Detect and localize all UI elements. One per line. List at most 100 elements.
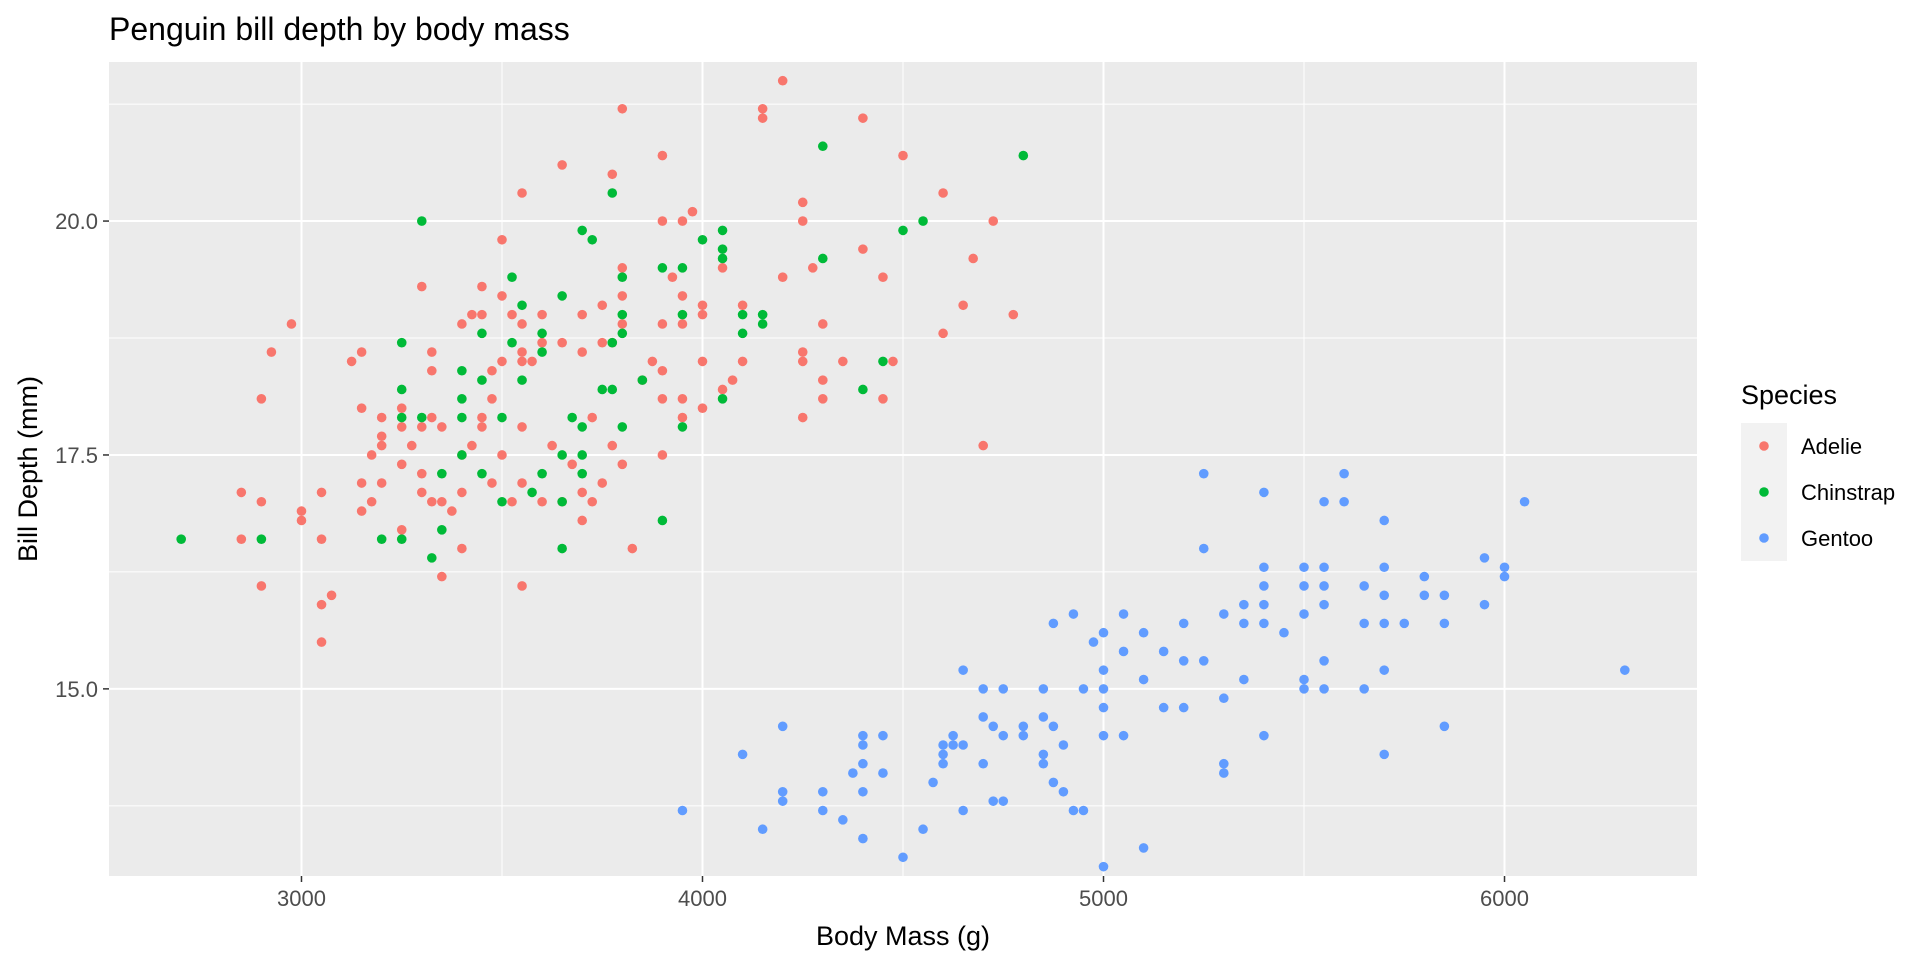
data-point-adelie (697, 309, 708, 320)
data-point-adelie (627, 543, 638, 554)
data-point-gentoo (1439, 721, 1450, 732)
data-point-chinstrap (737, 309, 748, 320)
data-point-gentoo (1038, 758, 1049, 769)
data-point-gentoo (1319, 562, 1329, 573)
data-point-gentoo (1058, 786, 1069, 797)
data-point-adelie (316, 599, 327, 610)
data-point-gentoo (928, 777, 938, 788)
data-point-adelie (296, 515, 307, 526)
data-point-chinstrap (477, 375, 487, 385)
data-point-chinstrap (176, 534, 186, 544)
data-point-chinstrap (396, 534, 407, 544)
data-point-gentoo (998, 796, 1009, 806)
data-point-gentoo (938, 758, 948, 769)
data-point-adelie (617, 319, 628, 329)
data-point-gentoo (1239, 674, 1249, 685)
data-point-gentoo (1379, 590, 1390, 601)
data-point-gentoo (1299, 674, 1309, 685)
data-point-gentoo (1158, 702, 1169, 713)
data-point-gentoo (1279, 627, 1289, 638)
data-point-chinstrap (858, 384, 868, 395)
data-point-gentoo (958, 665, 968, 675)
data-point-adelie (657, 365, 668, 376)
data-point-adelie (487, 365, 497, 376)
data-point-adelie (316, 534, 327, 544)
data-point-gentoo (858, 740, 868, 750)
data-point-adelie (797, 412, 808, 423)
data-point-adelie (617, 263, 628, 273)
data-point-chinstrap (537, 328, 547, 339)
data-point-chinstrap (717, 394, 728, 404)
data-point-adelie (416, 422, 427, 432)
data-point-gentoo (1138, 627, 1149, 638)
data-point-adelie (477, 412, 487, 423)
data-point-adelie (958, 300, 968, 311)
data-point-chinstrap (437, 468, 447, 479)
data-point-adelie (376, 440, 387, 451)
data-point-gentoo (988, 796, 999, 806)
data-point-gentoo (958, 805, 968, 816)
data-point-adelie (537, 496, 547, 507)
data-point-adelie (817, 375, 828, 385)
data-point-adelie (366, 450, 377, 460)
data-point-gentoo (918, 824, 928, 835)
data-point-gentoo (1078, 684, 1089, 694)
data-point-adelie (376, 412, 387, 423)
data-point-gentoo (978, 712, 989, 722)
data-point-gentoo (1098, 665, 1109, 675)
data-point-adelie (888, 356, 898, 367)
data-point-gentoo (1319, 599, 1329, 610)
data-point-adelie (797, 347, 808, 357)
data-point-adelie (777, 75, 788, 86)
data-point-adelie (577, 309, 587, 320)
data-point-adelie (316, 637, 327, 647)
data-point-gentoo (1399, 618, 1410, 629)
data-point-adelie (737, 300, 748, 311)
x-tick-label: 3000 (277, 886, 326, 911)
data-point-adelie (657, 150, 668, 161)
data-point-adelie (517, 478, 527, 488)
data-point-adelie (517, 581, 527, 591)
data-point-chinstrap (677, 263, 688, 273)
data-point-gentoo (998, 684, 1009, 694)
data-point-adelie (757, 103, 768, 114)
data-point-chinstrap (757, 319, 768, 329)
data-point-gentoo (1088, 637, 1099, 647)
y-axis-title: Bill Depth (mm) (13, 376, 43, 562)
data-point-gentoo (838, 815, 848, 825)
data-point-adelie (838, 356, 848, 367)
data-point-gentoo (1068, 805, 1079, 816)
data-point-gentoo (677, 805, 688, 816)
data-point-gentoo (1138, 674, 1149, 685)
data-point-adelie (487, 394, 497, 404)
data-point-adelie (477, 309, 487, 320)
data-point-gentoo (1359, 684, 1369, 694)
data-point-gentoo (858, 758, 868, 769)
x-tick-label: 6000 (1480, 886, 1529, 911)
data-point-adelie (797, 197, 808, 208)
data-point-adelie (938, 188, 948, 198)
data-point-adelie (497, 291, 507, 301)
data-point-adelie (376, 478, 387, 488)
data-point-gentoo (777, 786, 788, 797)
data-point-chinstrap (477, 328, 487, 339)
data-point-adelie (266, 347, 277, 357)
data-point-adelie (597, 300, 608, 311)
data-point-adelie (497, 450, 507, 460)
data-point-gentoo (948, 730, 958, 741)
data-point-adelie (697, 356, 708, 367)
data-point-chinstrap (457, 412, 467, 423)
data-point-adelie (517, 319, 527, 329)
data-point-gentoo (1299, 684, 1309, 694)
data-point-chinstrap (477, 468, 487, 479)
data-point-gentoo (1259, 730, 1269, 741)
data-point-chinstrap (577, 422, 587, 432)
data-point-adelie (517, 356, 527, 367)
data-point-adelie (376, 431, 387, 442)
data-point-adelie (547, 440, 557, 451)
data-point-chinstrap (677, 309, 688, 320)
data-point-adelie (406, 440, 417, 451)
data-point-adelie (416, 468, 427, 479)
data-point-gentoo (1178, 656, 1189, 666)
data-point-chinstrap (457, 365, 467, 376)
